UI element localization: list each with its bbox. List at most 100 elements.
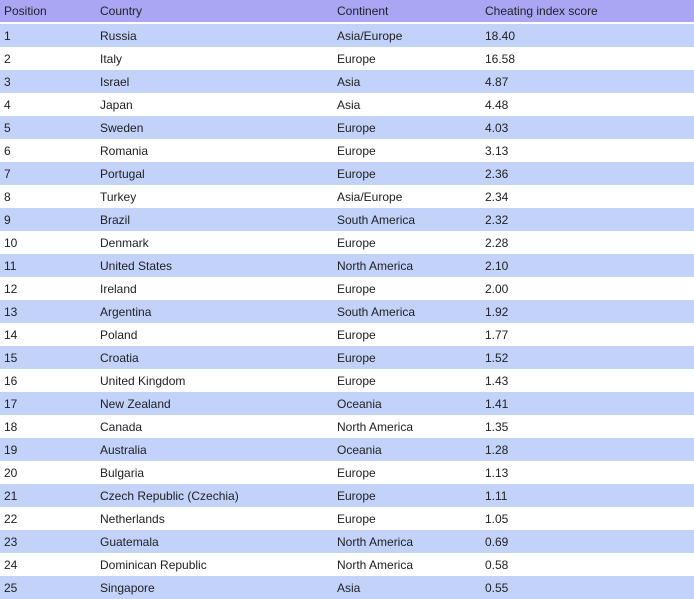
cell-continent: Europe — [333, 277, 481, 300]
cell-country: Italy — [96, 47, 333, 70]
table-row: 13 Argentina South America 1.92 — [0, 300, 694, 323]
cell-country: Japan — [96, 93, 333, 116]
table-row: 3 Israel Asia 4.87 — [0, 70, 694, 93]
table-row: 18 Canada North America 1.35 — [0, 415, 694, 438]
table-row: 25 Singapore Asia 0.55 — [0, 576, 694, 599]
column-header-score: Cheating index score — [481, 0, 694, 24]
cell-continent: Europe — [333, 162, 481, 185]
cell-position: 13 — [0, 300, 96, 323]
cell-position: 1 — [0, 23, 96, 47]
cell-position: 7 — [0, 162, 96, 185]
cell-country: Israel — [96, 70, 333, 93]
cell-position: 25 — [0, 576, 96, 599]
cell-continent: Oceania — [333, 438, 481, 461]
cell-country: United Kingdom — [96, 369, 333, 392]
cell-country: Portugal — [96, 162, 333, 185]
cell-continent: Europe — [333, 116, 481, 139]
table-row: 20 Bulgaria Europe 1.13 — [0, 461, 694, 484]
table-row: 6 Romania Europe 3.13 — [0, 139, 694, 162]
cell-continent: North America — [333, 254, 481, 277]
cell-country: Croatia — [96, 346, 333, 369]
cell-position: 3 — [0, 70, 96, 93]
cell-continent: Asia — [333, 70, 481, 93]
cell-continent: Europe — [333, 47, 481, 70]
table-row: 4 Japan Asia 4.48 — [0, 93, 694, 116]
cell-score: 1.92 — [481, 300, 694, 323]
cell-score: 0.55 — [481, 576, 694, 599]
table-row: 24 Dominican Republic North America 0.58 — [0, 553, 694, 576]
cell-position: 24 — [0, 553, 96, 576]
cell-continent: Asia/Europe — [333, 23, 481, 47]
cell-country: Russia — [96, 23, 333, 47]
cell-continent: Europe — [333, 369, 481, 392]
cell-continent: South America — [333, 300, 481, 323]
cell-position: 8 — [0, 185, 96, 208]
cell-position: 23 — [0, 530, 96, 553]
table-row: 12 Ireland Europe 2.00 — [0, 277, 694, 300]
table-row: 5 Sweden Europe 4.03 — [0, 116, 694, 139]
cell-score: 2.32 — [481, 208, 694, 231]
cell-score: 3.13 — [481, 139, 694, 162]
cell-position: 15 — [0, 346, 96, 369]
table-row: 7 Portugal Europe 2.36 — [0, 162, 694, 185]
cell-continent: Europe — [333, 484, 481, 507]
cell-score: 1.41 — [481, 392, 694, 415]
table-header-row: Position Country Continent Cheating inde… — [0, 0, 694, 24]
cell-score: 1.05 — [481, 507, 694, 530]
cell-position: 5 — [0, 116, 96, 139]
cell-position: 12 — [0, 277, 96, 300]
cell-score: 0.69 — [481, 530, 694, 553]
table-row: 9 Brazil South America 2.32 — [0, 208, 694, 231]
cell-position: 22 — [0, 507, 96, 530]
cell-score: 2.00 — [481, 277, 694, 300]
cell-country: Poland — [96, 323, 333, 346]
cell-continent: Oceania — [333, 392, 481, 415]
column-header-position: Position — [0, 0, 96, 24]
column-header-country: Country — [96, 0, 333, 24]
cell-score: 4.87 — [481, 70, 694, 93]
cell-country: Guatemala — [96, 530, 333, 553]
cell-position: 14 — [0, 323, 96, 346]
cell-position: 19 — [0, 438, 96, 461]
cell-position: 4 — [0, 93, 96, 116]
table-row: 22 Netherlands Europe 1.05 — [0, 507, 694, 530]
cell-position: 2 — [0, 47, 96, 70]
table-row: 10 Denmark Europe 2.28 — [0, 231, 694, 254]
table-row: 19 Australia Oceania 1.28 — [0, 438, 694, 461]
cell-score: 2.36 — [481, 162, 694, 185]
cell-country: Canada — [96, 415, 333, 438]
cell-score: 1.35 — [481, 415, 694, 438]
table-row: 21 Czech Republic (Czechia) Europe 1.11 — [0, 484, 694, 507]
table-row: 2 Italy Europe 16.58 — [0, 47, 694, 70]
cell-position: 9 — [0, 208, 96, 231]
cell-score: 18.40 — [481, 23, 694, 47]
cell-country: New Zealand — [96, 392, 333, 415]
cell-country: Brazil — [96, 208, 333, 231]
cell-continent: Europe — [333, 323, 481, 346]
cell-continent: Asia — [333, 576, 481, 599]
table-row: 16 United Kingdom Europe 1.43 — [0, 369, 694, 392]
cell-score: 2.10 — [481, 254, 694, 277]
cell-country: Netherlands — [96, 507, 333, 530]
cell-position: 11 — [0, 254, 96, 277]
cell-country: United States — [96, 254, 333, 277]
cell-continent: Europe — [333, 231, 481, 254]
table-row: 1 Russia Asia/Europe 18.40 — [0, 23, 694, 47]
table-row: 11 United States North America 2.10 — [0, 254, 694, 277]
cell-score: 1.11 — [481, 484, 694, 507]
cell-position: 18 — [0, 415, 96, 438]
cell-score: 1.13 — [481, 461, 694, 484]
cell-country: Dominican Republic — [96, 553, 333, 576]
cell-score: 4.48 — [481, 93, 694, 116]
cell-country: Czech Republic (Czechia) — [96, 484, 333, 507]
table-row: 23 Guatemala North America 0.69 — [0, 530, 694, 553]
table-row: 8 Turkey Asia/Europe 2.34 — [0, 185, 694, 208]
cell-position: 16 — [0, 369, 96, 392]
cell-country: Singapore — [96, 576, 333, 599]
cell-position: 6 — [0, 139, 96, 162]
table-body: 1 Russia Asia/Europe 18.40 2 Italy Europ… — [0, 23, 694, 599]
cell-continent: Europe — [333, 461, 481, 484]
table-row: 17 New Zealand Oceania 1.41 — [0, 392, 694, 415]
cell-country: Bulgaria — [96, 461, 333, 484]
cell-country: Ireland — [96, 277, 333, 300]
